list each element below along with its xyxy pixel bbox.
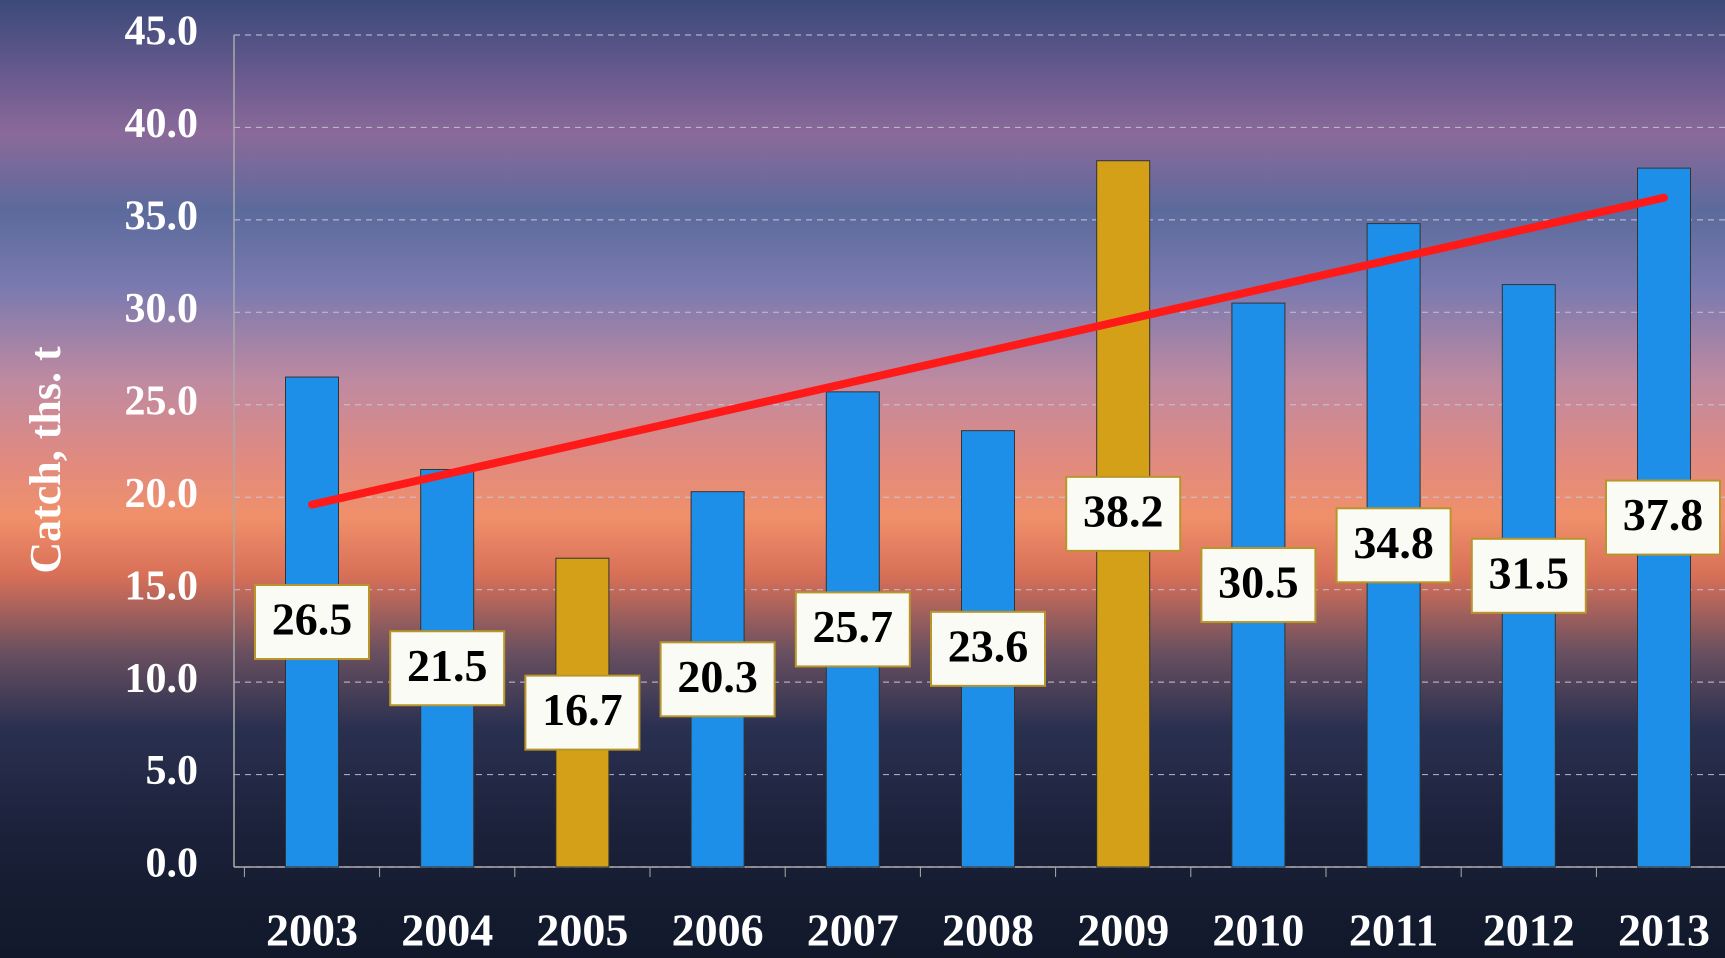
y-tick-label: 35.0 <box>125 194 199 240</box>
value-label: 26.5 <box>272 594 353 645</box>
x-tick-label: 2006 <box>672 905 764 956</box>
value-label-box <box>1335 507 1452 584</box>
x-tick-label: 2011 <box>1349 905 1438 956</box>
y-tick-label: 10.0 <box>125 656 199 702</box>
value-label-box <box>1605 479 1721 556</box>
y-tick-label: 20.0 <box>125 471 199 517</box>
value-label: 23.6 <box>948 620 1029 671</box>
y-axis-label: Catch, ths. t <box>21 346 70 574</box>
value-label: 21.5 <box>407 640 488 691</box>
x-tick-label: 2010 <box>1212 905 1304 956</box>
x-tick-label: 2009 <box>1077 905 1169 956</box>
x-tick-label: 2007 <box>807 905 899 956</box>
value-label-box <box>1065 475 1182 552</box>
value-label-box <box>930 610 1046 687</box>
y-tick-label: 25.0 <box>125 378 199 424</box>
value-label-box <box>1470 537 1587 614</box>
value-label-box <box>659 641 776 718</box>
value-label: 16.7 <box>542 684 623 735</box>
y-tick-label: 0.0 <box>146 841 199 887</box>
value-label-box <box>794 591 911 668</box>
y-tick-label: 45.0 <box>125 9 199 55</box>
x-tick-label: 2003 <box>266 905 358 956</box>
value-label: 34.8 <box>1353 517 1434 568</box>
value-label: 31.5 <box>1489 547 1570 598</box>
value-label-box <box>254 584 370 661</box>
trend-line <box>308 193 1668 509</box>
x-tick-label: 2004 <box>401 905 493 956</box>
x-tick-label: 2008 <box>942 905 1034 956</box>
y-tick-label: 5.0 <box>146 748 199 794</box>
value-label-box <box>524 674 641 751</box>
value-label-box <box>1200 547 1317 624</box>
y-tick-label: 30.0 <box>125 286 199 332</box>
x-tick-label: 2013 <box>1618 905 1710 956</box>
y-tick-label: 40.0 <box>125 101 199 147</box>
value-label-box <box>389 630 506 707</box>
value-label: 37.8 <box>1623 489 1704 540</box>
value-label: 30.5 <box>1218 557 1299 608</box>
x-tick-label: 2005 <box>536 905 628 956</box>
x-tick-label: 2012 <box>1483 905 1575 956</box>
value-label: 25.7 <box>813 601 894 652</box>
value-label: 38.2 <box>1083 485 1164 536</box>
value-label: 20.3 <box>677 651 758 702</box>
y-tick-label: 15.0 <box>125 563 199 609</box>
